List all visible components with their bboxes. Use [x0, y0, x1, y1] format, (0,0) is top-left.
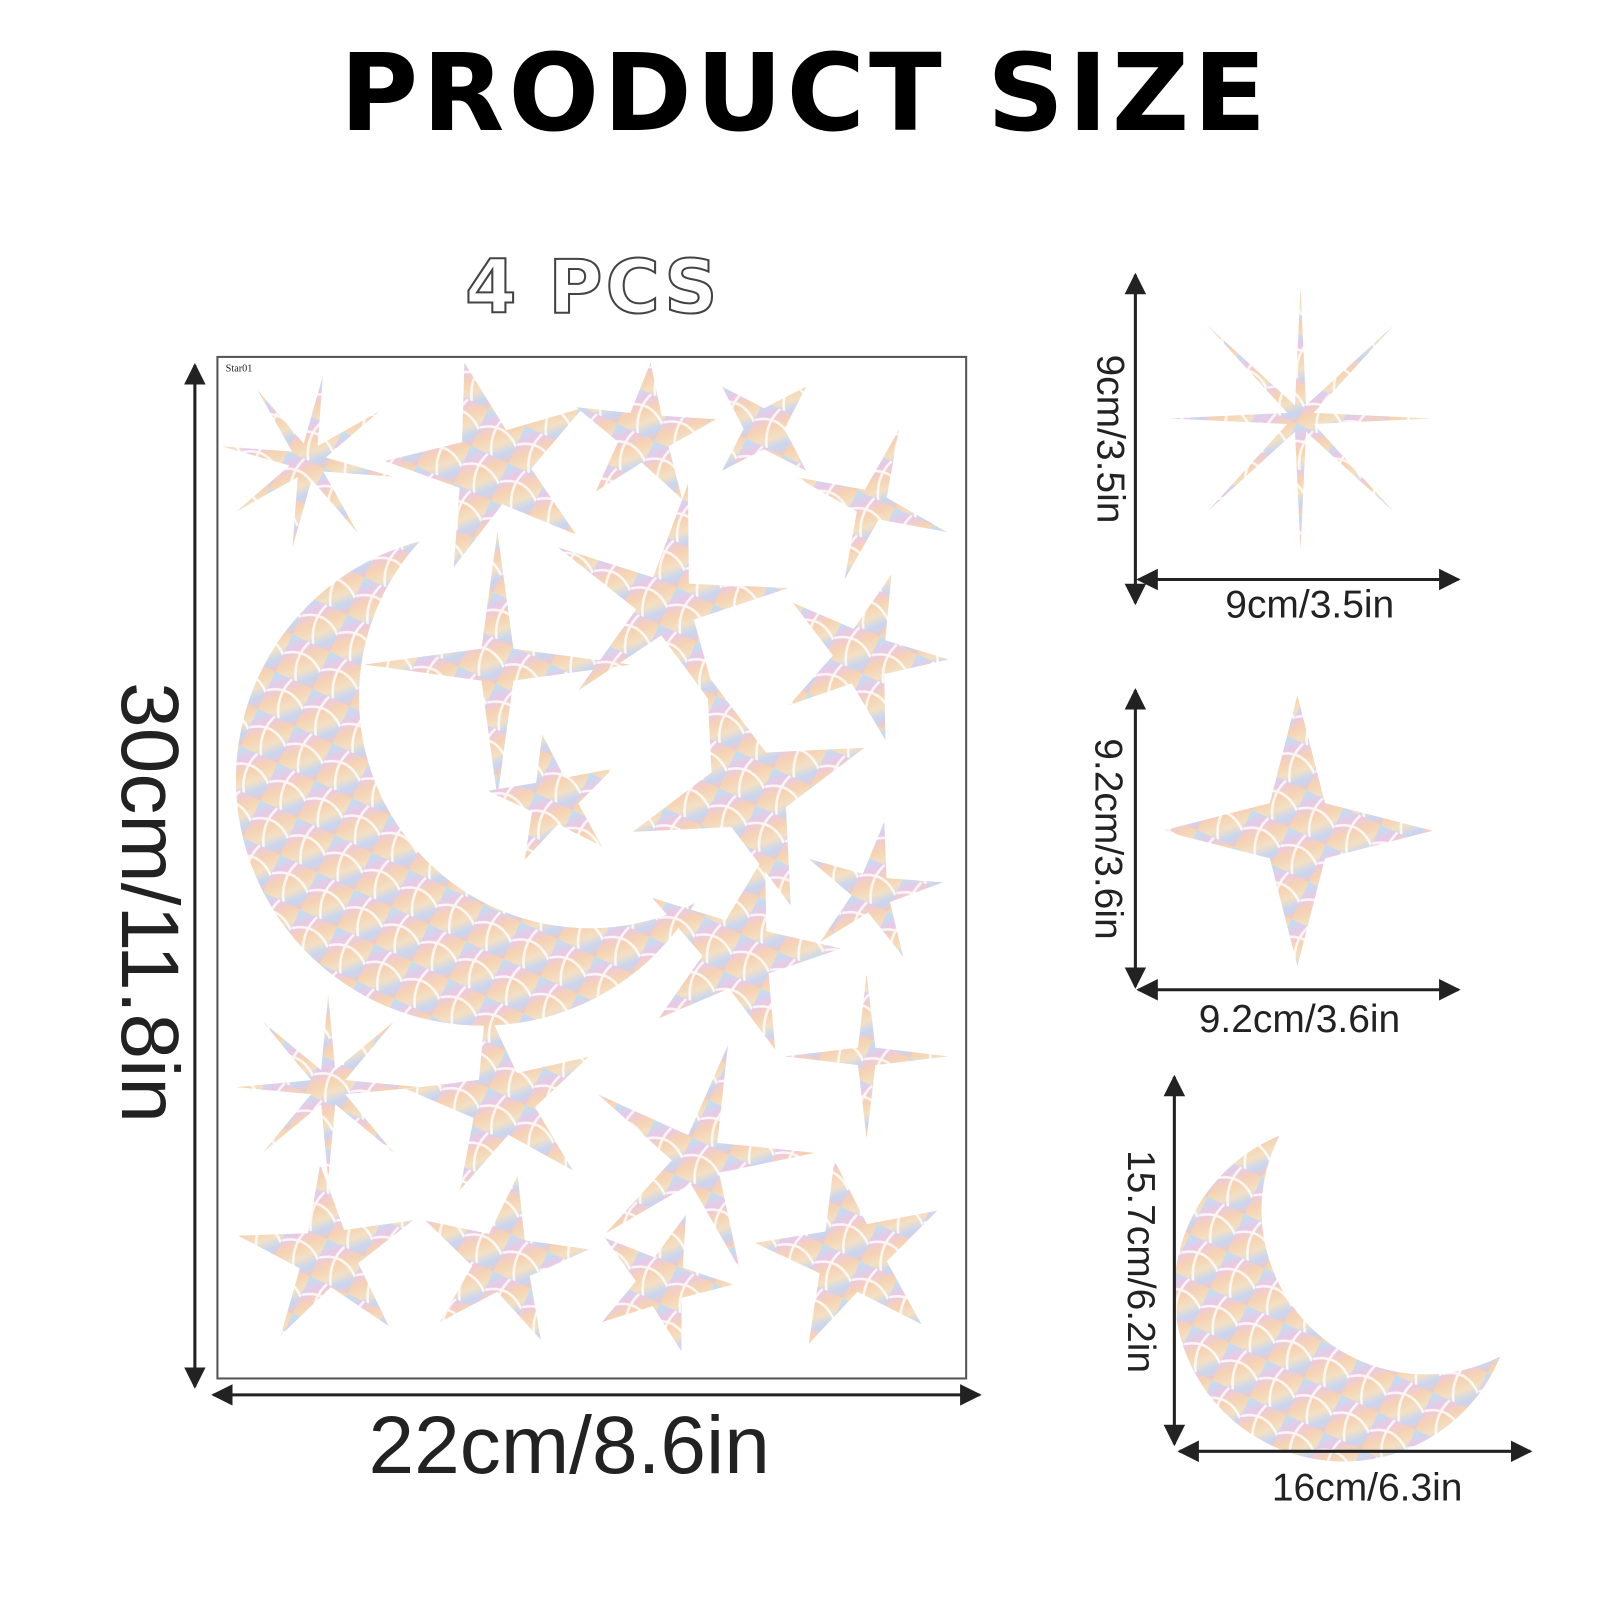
star-sticker [238, 1164, 414, 1336]
item-height: 15.7cm/6.2in [1119, 1150, 1162, 1373]
star-sticker [754, 1160, 938, 1344]
star-sticker [235, 994, 421, 1180]
stickers [221, 287, 1590, 1462]
star-sticker [784, 974, 949, 1139]
star-sticker [722, 386, 807, 471]
moon-cutout [1261, 1046, 1590, 1375]
star-sticker [406, 1006, 589, 1191]
item-width: 16cm/6.3in [1272, 1467, 1463, 1510]
star-sticker [789, 574, 949, 741]
item-width: 9cm/3.5in [1225, 583, 1394, 626]
item-height: 9.2cm/3.6in [1086, 738, 1129, 939]
star-sticker [364, 531, 631, 798]
star-sticker [633, 674, 865, 906]
star-sticker [487, 734, 613, 860]
moon-cutout [358, 466, 821, 929]
title: PRODUCT SIZE [340, 32, 1270, 156]
sheet-width: 22cm/8.6in [369, 1400, 770, 1491]
star-sticker [1162, 695, 1433, 967]
star-sticker [557, 483, 789, 716]
item-width: 9.2cm/3.6in [1199, 998, 1400, 1041]
star-sticker [602, 1214, 734, 1352]
star-sticker [598, 1045, 816, 1270]
star-sticker [1169, 287, 1432, 550]
item-height: 9cm/3.5in [1088, 354, 1131, 523]
star-sticker [808, 821, 943, 957]
sheet-height: 30cm/11.8in [104, 682, 195, 1123]
star-sticker [425, 1175, 589, 1340]
sheet-label: Star01 [226, 364, 253, 375]
quantity: 4 PCS [465, 244, 720, 330]
star-sticker [576, 362, 717, 500]
star-sticker [384, 362, 583, 568]
star-sticker [652, 854, 841, 1050]
star-sticker [221, 375, 394, 548]
star-sticker [796, 429, 947, 580]
